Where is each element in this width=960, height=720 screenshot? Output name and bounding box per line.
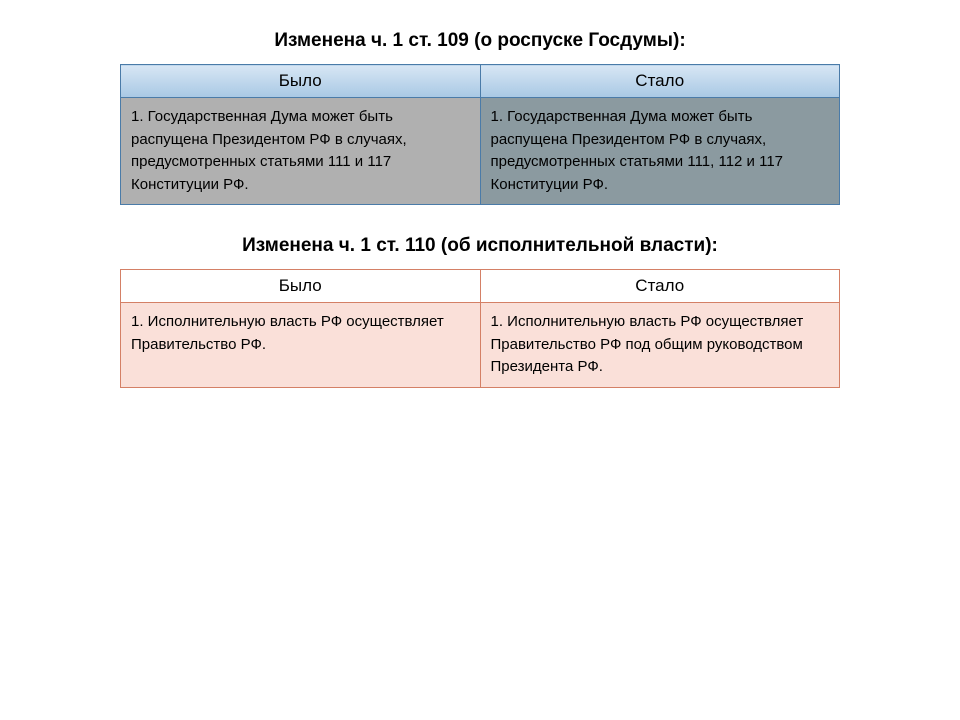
- table-header-row: Было Стало: [121, 65, 840, 98]
- table-header-row: Было Стало: [121, 270, 840, 303]
- header-was: Было: [121, 65, 481, 98]
- section-title-1: Изменена ч. 1 ст. 109 (о роспуске Госдум…: [0, 30, 960, 52]
- section-title-2: Изменена ч. 1 ст. 110 (об исполнительной…: [0, 235, 960, 257]
- header-was: Было: [121, 270, 481, 303]
- slide-content: Изменена ч. 1 ст. 109 (о роспуске Госдум…: [0, 0, 960, 388]
- comparison-table-110: Было Стало 1. Исполнительную власть РФ о…: [120, 269, 840, 388]
- table-row: 1. Государственная Дума может быть распу…: [121, 98, 840, 205]
- header-now: Стало: [480, 65, 840, 98]
- table-row: 1. Исполнительную власть РФ осуществляет…: [121, 303, 840, 388]
- header-now: Стало: [480, 270, 840, 303]
- cell-was: 1. Исполнительную власть РФ осуществляет…: [121, 303, 481, 388]
- cell-now: 1. Государственная Дума может быть распу…: [480, 98, 840, 205]
- comparison-table-109: Было Стало 1. Государственная Дума может…: [120, 64, 840, 205]
- cell-now: 1. Исполнительную власть РФ осуществляет…: [480, 303, 840, 388]
- cell-was: 1. Государственная Дума может быть распу…: [121, 98, 481, 205]
